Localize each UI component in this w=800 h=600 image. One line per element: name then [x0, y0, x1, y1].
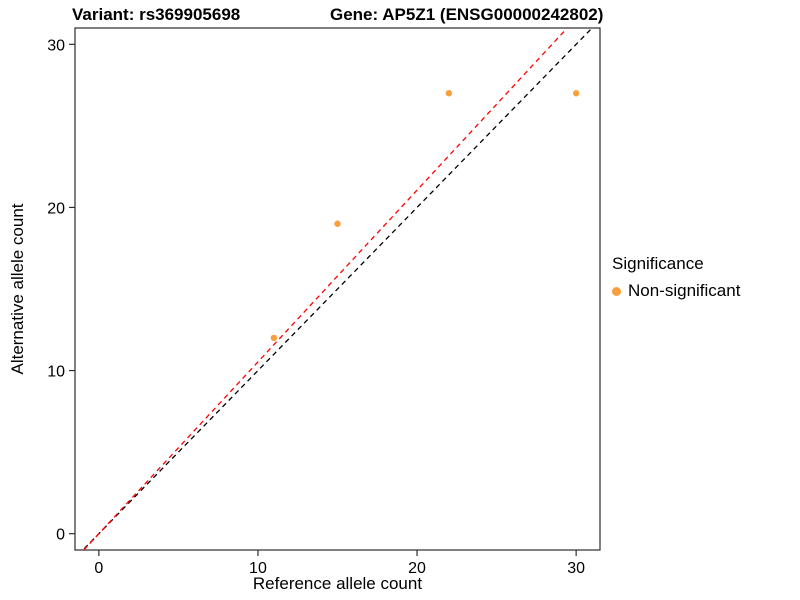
gene-title: Gene: AP5Z1 (ENSG00000242802) — [330, 5, 604, 24]
y-tick-label: 0 — [56, 527, 65, 544]
data-point — [572, 90, 580, 97]
x-tick-label: 0 — [94, 560, 103, 577]
legend: Significance Non-significant — [612, 254, 740, 301]
x-axis-title: Reference allele count — [252, 574, 423, 593]
x-tick-label: 20 — [408, 560, 426, 577]
y-tick-label: 30 — [47, 37, 65, 54]
identity-line — [82, 28, 593, 550]
x-tick-label: 30 — [567, 560, 585, 577]
y-tick-label: 10 — [47, 364, 65, 381]
x-tick-label: 10 — [249, 560, 267, 577]
panel-border — [74, 27, 601, 551]
legend-title: Significance — [612, 254, 704, 273]
data-point — [445, 90, 453, 97]
legend-entry-label: Non-significant — [628, 281, 741, 300]
fit-line — [82, 28, 569, 550]
legend-entry: Non-significant — [612, 281, 740, 301]
variant-title: Variant: rs369905698 — [72, 5, 241, 24]
y-axis-title: Alternative allele count — [8, 203, 27, 375]
legend-point-icon — [612, 286, 621, 296]
data-point — [270, 334, 278, 342]
y-tick-label: 20 — [47, 200, 65, 217]
data-point — [334, 220, 341, 227]
